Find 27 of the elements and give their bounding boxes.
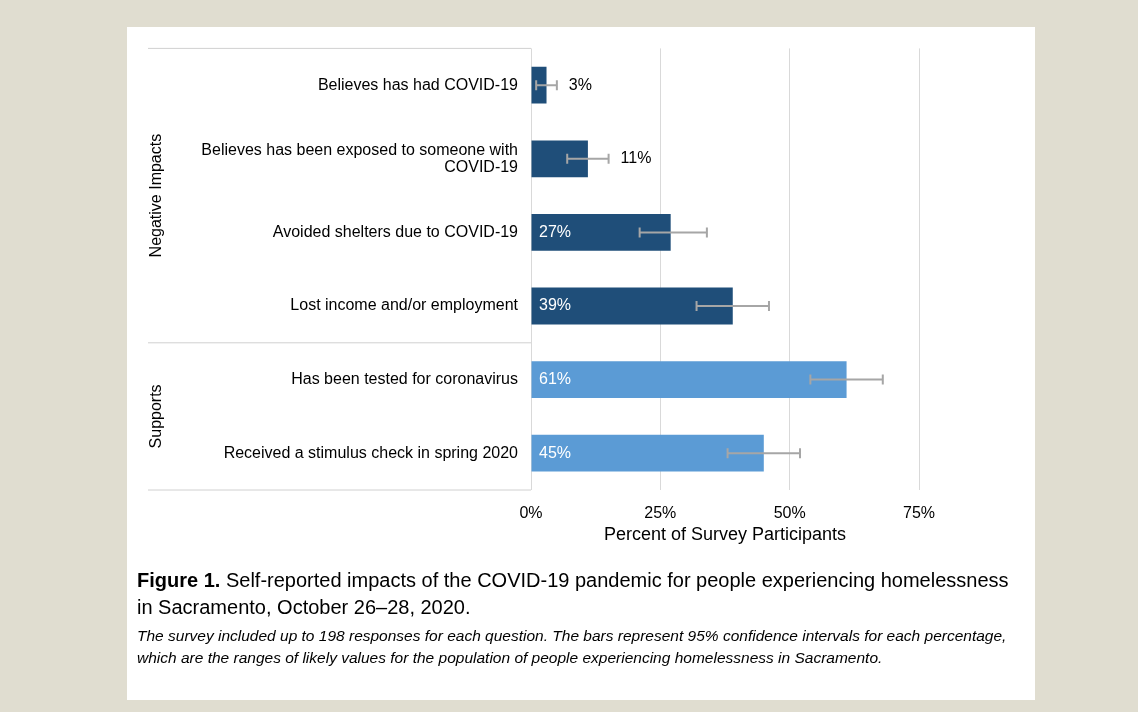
y-tick-label: Believes has had COVID-19 bbox=[317, 75, 519, 93]
bar bbox=[531, 361, 847, 398]
x-tick-label: 50% bbox=[773, 504, 806, 522]
y-tick-label: Avoided shelters due to COVID-19 bbox=[272, 222, 519, 240]
y-tick-label: Has been tested for coronavirus bbox=[291, 370, 518, 388]
data-label: 45% bbox=[539, 443, 572, 461]
bar bbox=[531, 287, 733, 325]
data-label: 39% bbox=[539, 296, 572, 314]
y-tick-label: Believes has been exposed to someone with COVID-19 bbox=[201, 140, 519, 175]
data-label: 3% bbox=[568, 75, 592, 93]
text: Supports bbox=[147, 384, 165, 449]
x-tick-label: 75% bbox=[902, 504, 936, 522]
text: Figure 1. Self-reported impacts of the COVID-19 pandemic for people experiencing homelessness in Sacramento, October 26–28, 2020. bbox=[137, 568, 1010, 620]
bar bbox=[531, 140, 588, 178]
x-axis-title: Percent of Survey Participants bbox=[603, 524, 847, 545]
y-tick-label: Received a stimulus check in spring 2020 bbox=[223, 443, 519, 461]
text: Negative Impacts bbox=[147, 133, 165, 258]
x-tick-label: 25% bbox=[644, 504, 677, 522]
bar bbox=[531, 66, 547, 104]
data-label: 27% bbox=[539, 222, 572, 240]
data-label: 61% bbox=[539, 370, 572, 388]
bar bbox=[531, 214, 671, 251]
bar bbox=[531, 434, 764, 472]
data-label: 11% bbox=[620, 149, 652, 167]
x-tick-label: 0% bbox=[519, 504, 543, 522]
y-tick-label: Lost income and/or employment bbox=[290, 296, 519, 314]
text: The survey included up to 198 responses for each question. The bars represent 95% confidence intervals for each percentage, which are the ranges of likely values for the population of people experiencing homelessness in Sacramento. bbox=[137, 626, 1008, 668]
